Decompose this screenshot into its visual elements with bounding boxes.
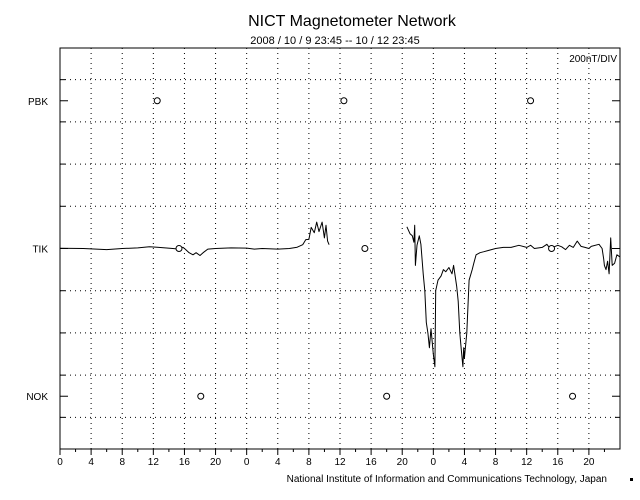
x-tick-label: 0 <box>57 457 63 468</box>
marker-nok <box>383 392 391 400</box>
y-category-label: TIK <box>32 245 48 256</box>
station-markers <box>153 97 577 400</box>
series-line-tik <box>59 221 330 256</box>
x-axis: 0 4 8 12 16 20 0 4 8 12 16 20 0 4 8 12 16 20 <box>57 449 605 468</box>
x-tick-label: 20 <box>210 457 222 468</box>
credit-text: National Institute of Information and Co… <box>287 474 607 485</box>
x-tick-label: 16 <box>552 457 564 468</box>
marker-pbk <box>340 97 348 105</box>
marker-tik <box>548 245 556 252</box>
corner-mark <box>630 478 633 481</box>
x-tick-label: 20 <box>583 457 595 468</box>
x-tick-label: 0 <box>244 457 250 468</box>
marker-tik <box>361 245 369 252</box>
x-tick-label: 4 <box>275 457 281 468</box>
chart-title: NICT Magnetometer Network <box>248 13 457 30</box>
series-line-tik <box>406 224 621 368</box>
x-tick-label: 16 <box>179 457 191 468</box>
x-tick-label: 8 <box>306 457 312 468</box>
y-category-label: PBK <box>28 97 48 108</box>
series-lines <box>59 221 621 368</box>
x-tick-label: 8 <box>119 457 125 468</box>
x-tick-label: 8 <box>493 457 499 468</box>
x-tick-label: 4 <box>88 457 94 468</box>
x-tick-label: 16 <box>366 457 378 468</box>
x-tick-label: 0 <box>431 457 437 468</box>
x-tick-label: 12 <box>334 457 346 468</box>
y-category-label: NOK <box>26 392 48 403</box>
marker-nok <box>197 392 205 400</box>
x-tick-label: 12 <box>521 457 533 468</box>
marker-tik <box>175 245 183 252</box>
marker-nok <box>569 392 577 400</box>
scale-label: 200nT/DIV <box>569 54 617 65</box>
marker-pbk <box>527 97 535 105</box>
x-tick-label: 12 <box>148 457 160 468</box>
x-tick-label: 4 <box>462 457 468 468</box>
chart-subtitle: 2008 / 10 / 9 23:45 -- 10 / 12 23:45 <box>250 35 419 47</box>
marker-pbk <box>153 97 161 105</box>
x-tick-label: 20 <box>397 457 409 468</box>
